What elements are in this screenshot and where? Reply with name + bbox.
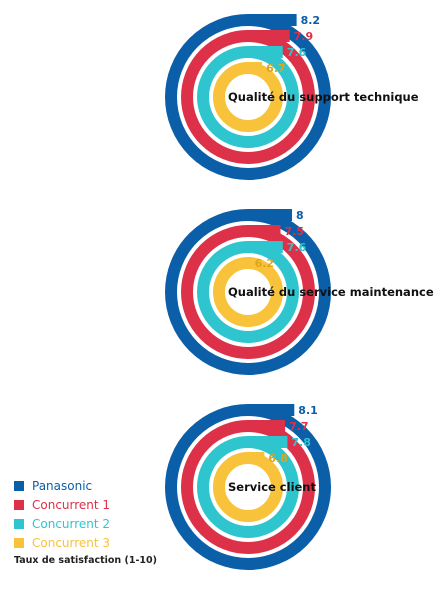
legend-swatch-concurrent-3 <box>14 537 24 548</box>
legend-item-concurrent-1: Concurrent 1 <box>14 495 157 514</box>
bar-support-technique-series-1 <box>181 30 316 164</box>
value-label-service-client-series-3: 6.8 <box>268 452 288 465</box>
value-label-service-maintenance-series-3: 6.2 <box>255 257 275 270</box>
value-label-support-technique-series-1: 7.9 <box>294 30 314 43</box>
value-label-service-maintenance-series-0: 8 <box>296 209 304 222</box>
chart-support-technique: 8.2 7.9 7.66.7 Qualité du support technique <box>165 14 419 180</box>
chart-title-service-maintenance: Qualité du service maintenance <box>228 285 434 299</box>
bar-service-maintenance-series-0 <box>165 209 332 375</box>
bar-support-technique-series-0 <box>165 14 332 180</box>
bar-service-client-series-0 <box>165 404 332 570</box>
bar-service-maintenance-series-1 <box>181 225 316 359</box>
legend-note: Taux de satisfaction (1-10) <box>14 555 157 566</box>
chart-service-maintenance: 8 7.5 7.6 6.2 Qualité du service maintenance <box>165 209 434 375</box>
chart-title-service-client: Service client <box>228 480 316 494</box>
value-label-support-technique-series-2: 7.6 <box>287 46 307 59</box>
legend-label-panasonic: Panasonic <box>32 478 93 493</box>
chart-service-client: 8.1 7.7 7.86.8 Service client <box>165 404 332 570</box>
value-label-service-client-series-2: 7.8 <box>291 436 311 449</box>
legend-swatch-panasonic <box>14 480 24 491</box>
legend-label-concurrent-3: Concurrent 3 <box>32 535 111 550</box>
value-label-service-client-series-0: 8.1 <box>298 404 318 417</box>
value-label-support-technique-series-0: 8.2 <box>301 14 321 27</box>
legend-swatch-concurrent-1 <box>14 499 24 510</box>
legend-label-concurrent-2: Concurrent 2 <box>32 516 111 531</box>
legend-label-concurrent-1: Concurrent 1 <box>32 497 111 512</box>
value-label-support-technique-series-3: 6.7 <box>266 62 286 75</box>
legend: Panasonic Concurrent 1 Concurrent 2 Conc… <box>14 476 157 566</box>
bar-service-client-series-3 <box>213 452 284 522</box>
legend-swatch-concurrent-2 <box>14 518 24 529</box>
value-label-service-client-series-1: 7.7 <box>289 420 309 433</box>
value-label-service-maintenance-series-1: 7.5 <box>285 225 305 238</box>
bar-support-technique-series-3 <box>213 62 284 132</box>
bar-service-client-series-1 <box>181 420 316 554</box>
legend-item-concurrent-2: Concurrent 2 <box>14 514 157 533</box>
chart-title-support-technique: Qualité du support technique <box>228 90 419 104</box>
bar-support-technique-series-2 <box>197 46 300 148</box>
legend-item-panasonic: Panasonic <box>14 476 157 495</box>
legend-item-concurrent-3: Concurrent 3 <box>14 533 157 552</box>
bar-service-client-series-2 <box>197 436 300 538</box>
value-label-service-maintenance-series-2: 7.6 <box>287 241 307 254</box>
bar-service-maintenance-series-2 <box>197 241 300 343</box>
bar-service-maintenance-series-3 <box>213 257 284 327</box>
